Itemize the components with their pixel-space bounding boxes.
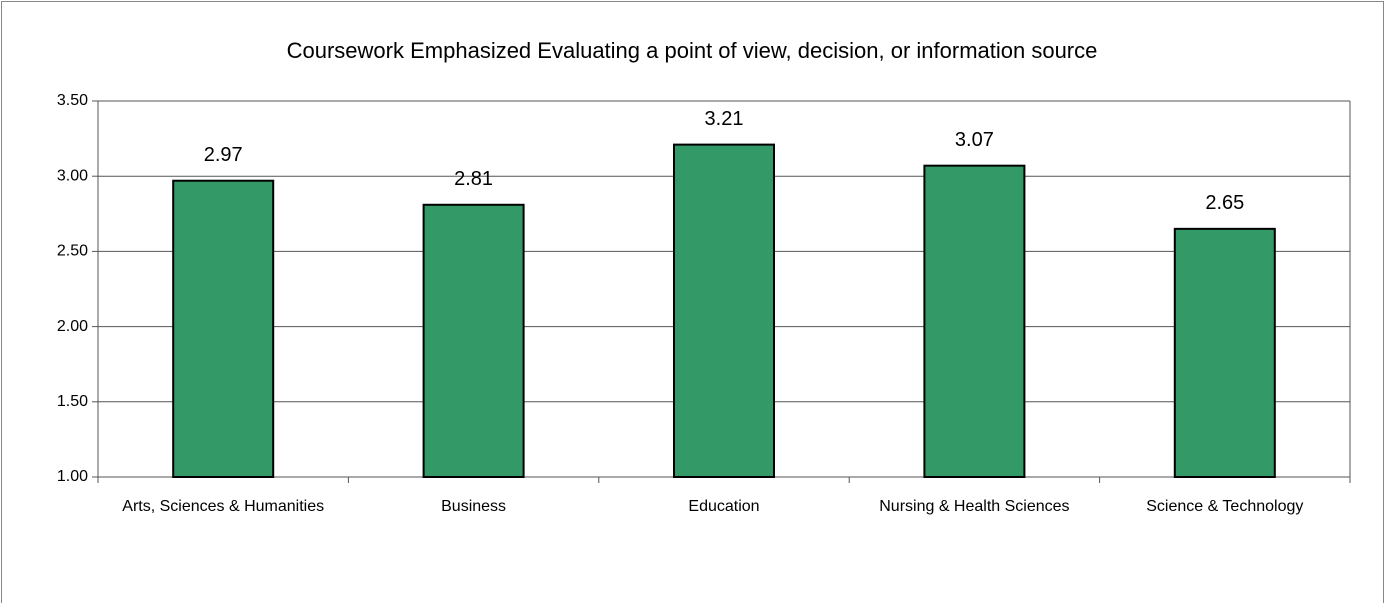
y-tick-label: 2.00 (57, 318, 88, 335)
bar (673, 143, 775, 478)
data-label: 2.65 (1205, 192, 1244, 214)
y-tick-label: 3.00 (57, 167, 88, 184)
bar (1173, 227, 1276, 478)
y-tick-label: 1.00 (57, 468, 88, 485)
data-label: 2.97 (204, 144, 243, 166)
y-tick-label: 3.50 (57, 92, 88, 109)
y-tick-label: 1.50 (57, 393, 88, 410)
data-label: 3.07 (955, 129, 994, 151)
bar (923, 164, 1026, 478)
x-tick-label: Science & Technology (1146, 498, 1303, 515)
x-tick-label: Business (441, 498, 506, 515)
bar (172, 179, 275, 478)
x-tick-label: Nursing & Health Sciences (879, 498, 1069, 515)
x-tick-label: Arts, Sciences & Humanities (122, 498, 324, 515)
chart-title: Coursework Emphasized Evaluating a point… (287, 38, 1098, 63)
y-tick-label: 2.50 (57, 243, 88, 260)
data-label: 2.81 (454, 168, 493, 190)
x-tick-label: Education (688, 498, 759, 515)
data-label: 3.21 (705, 108, 744, 130)
bar (422, 203, 525, 478)
